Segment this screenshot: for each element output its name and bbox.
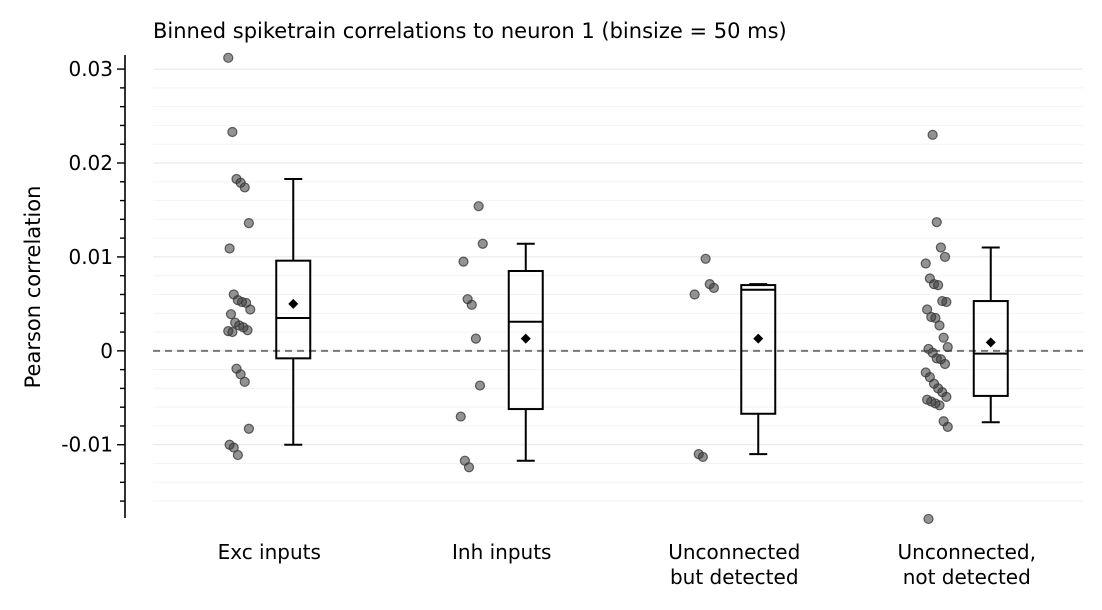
data-point [920,258,931,269]
data-point [941,296,952,308]
mean-marker [520,333,531,344]
y-tick-label: 0.02 [68,151,113,175]
y-axis-label: Pearson correlation [21,186,45,389]
data-point [242,325,253,336]
data-point [477,238,488,249]
data-point [224,243,235,254]
grid-lines [153,68,1083,502]
data-point [223,52,234,63]
data-point [938,332,949,343]
data-point [934,400,945,411]
y-tick-label: 0.01 [68,245,113,269]
box-iqr [275,259,312,360]
data-point [239,376,250,387]
category-label: Unconnected [668,540,800,564]
data-point [923,513,934,525]
category-label: Exc inputs [218,540,321,564]
data-point [232,449,243,461]
mean-marker [288,298,299,309]
data-point [922,304,933,315]
data-point [941,391,952,402]
data-point [473,201,484,212]
data-point [708,282,719,294]
data-point [697,451,708,463]
data-point [939,358,951,370]
y-tick-label: -0.01 [61,433,113,457]
category-label: Inh inputs [452,540,551,564]
data-point [227,126,238,138]
box-iqr [972,300,1009,397]
box-iqr [740,284,777,415]
data-point [700,253,711,264]
data-point [942,421,953,433]
data-point [225,309,237,320]
data-point [239,182,250,193]
y-axis: 0.03 0.02 0.01 0 -0.01 [61,55,126,518]
box-plots [275,177,1009,462]
chart-title: Binned spiketrain correlations to neuron… [153,19,787,43]
data-point [935,242,946,253]
data-point [470,333,481,344]
mean-marker [753,333,764,344]
data-point [458,256,469,267]
box-iqr [507,270,544,411]
y-tick-label: 0 [100,339,113,363]
category-label: not detected [903,565,1031,589]
category-label: but detected [670,565,799,589]
data-point [927,129,938,140]
data-point [466,299,477,310]
category-label: Unconnected, [898,540,1036,564]
data-point [243,423,254,434]
data-point [931,217,942,228]
data-point [245,304,256,315]
data-point [934,320,945,331]
data-point [474,380,486,391]
data-point [942,341,953,353]
data-point [235,369,246,380]
data-point [933,279,944,291]
mean-marker [985,337,996,348]
y-tick-label: 0.03 [68,57,113,81]
data-point [930,312,941,324]
data-point [939,251,951,263]
data-point [463,462,475,473]
data-point [227,326,238,338]
data-point [243,218,254,229]
data-points [223,52,953,525]
data-point [689,289,700,300]
data-point [228,442,239,453]
data-point [455,411,466,422]
